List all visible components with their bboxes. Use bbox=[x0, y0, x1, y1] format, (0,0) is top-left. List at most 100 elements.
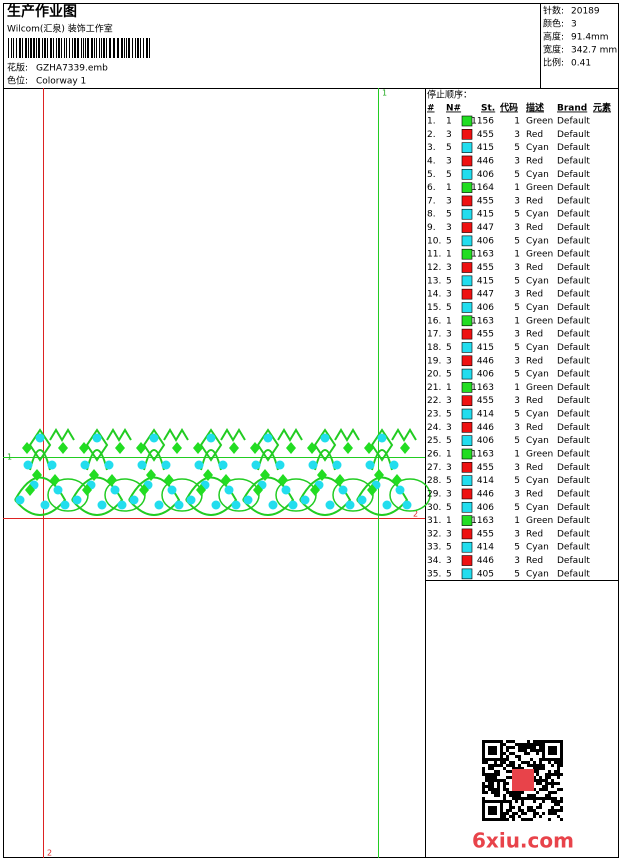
color-swatch bbox=[461, 115, 473, 127]
code: 3 bbox=[514, 330, 520, 340]
qr-cell bbox=[482, 755, 485, 758]
qr-cell bbox=[536, 752, 539, 755]
color-swatch bbox=[461, 501, 473, 513]
qr-cell bbox=[533, 812, 536, 815]
leaf bbox=[310, 484, 320, 496]
needle: 3 bbox=[446, 196, 452, 206]
qr-cell bbox=[509, 764, 512, 767]
qr-cell bbox=[482, 809, 485, 812]
brand: Default bbox=[557, 463, 590, 473]
qr-cell bbox=[500, 803, 503, 806]
qr-cell bbox=[512, 794, 515, 797]
qr-cell bbox=[545, 740, 548, 743]
leaf bbox=[172, 442, 182, 454]
needle: 5 bbox=[446, 476, 452, 486]
qr-cell bbox=[557, 788, 560, 791]
qr-cell bbox=[560, 740, 563, 743]
brand: Default bbox=[557, 503, 590, 513]
qr-cell bbox=[524, 743, 527, 746]
qr-cell bbox=[491, 776, 494, 779]
color-swatch bbox=[461, 382, 473, 393]
qr-cell bbox=[518, 815, 521, 818]
qr-cell bbox=[497, 770, 500, 773]
bead bbox=[15, 495, 25, 505]
qr-cell bbox=[512, 806, 515, 809]
qr-cell bbox=[548, 773, 551, 776]
qr-cell bbox=[503, 782, 506, 785]
stat-value: 3 bbox=[571, 20, 577, 30]
stitches: 414 bbox=[477, 476, 494, 486]
bar-stripe bbox=[99, 38, 100, 58]
qr-cell bbox=[485, 800, 488, 803]
qr-cell bbox=[557, 740, 560, 743]
bar-stripe bbox=[36, 38, 37, 58]
leaf bbox=[317, 469, 327, 481]
qr-cell bbox=[551, 782, 554, 785]
description: Cyan bbox=[526, 343, 549, 353]
bar-stripe bbox=[61, 38, 62, 58]
qr-cell bbox=[539, 782, 542, 785]
needle: 3 bbox=[446, 263, 452, 273]
qr-cell bbox=[506, 818, 509, 821]
qr-cell bbox=[551, 749, 554, 752]
stat-label: 颜色: bbox=[543, 18, 564, 30]
stitches: 406 bbox=[477, 370, 494, 380]
row-number: 11. bbox=[427, 250, 441, 260]
bead bbox=[389, 460, 399, 470]
leaf bbox=[229, 442, 239, 454]
qr-cell bbox=[494, 770, 497, 773]
qr-cell bbox=[551, 809, 554, 812]
qr-cell bbox=[488, 779, 491, 782]
bead bbox=[338, 485, 348, 495]
qr-cell bbox=[494, 779, 497, 782]
qr-cell bbox=[533, 770, 536, 773]
brand: Default bbox=[557, 143, 590, 153]
qr-cell bbox=[539, 788, 542, 791]
stitches: 1163 bbox=[471, 383, 494, 393]
stitches: 1156 bbox=[471, 117, 494, 127]
bead bbox=[137, 460, 147, 470]
color-swatch bbox=[461, 408, 473, 420]
qr-cell bbox=[554, 800, 557, 803]
qr-cell bbox=[551, 779, 554, 782]
qr-cell bbox=[521, 767, 524, 770]
qr-cell bbox=[542, 752, 545, 755]
qr-cell bbox=[557, 761, 560, 764]
qr-cell bbox=[557, 770, 560, 773]
qr-cell bbox=[512, 761, 515, 764]
needle: 5 bbox=[446, 276, 452, 286]
watermark: 6xiu.com bbox=[472, 829, 574, 853]
qr-cell bbox=[482, 815, 485, 818]
code: 1 bbox=[514, 250, 520, 260]
brand: Default bbox=[557, 489, 590, 499]
qr-cell bbox=[521, 812, 524, 815]
brand: Default bbox=[557, 276, 590, 286]
qr-cell bbox=[509, 800, 512, 803]
qr-cell bbox=[503, 812, 506, 815]
qr-cell bbox=[539, 761, 542, 764]
color-swatch bbox=[461, 142, 473, 153]
row-number: 22. bbox=[427, 396, 441, 406]
row-number: 35. bbox=[427, 569, 441, 579]
color-swatch bbox=[461, 475, 473, 486]
qr-cell bbox=[551, 797, 554, 800]
qr-cell bbox=[503, 800, 506, 803]
lace-loop bbox=[161, 478, 203, 512]
description: Cyan bbox=[526, 569, 549, 579]
qr-cell bbox=[548, 782, 551, 785]
qr-cell bbox=[551, 806, 554, 809]
qr-cell bbox=[482, 743, 485, 746]
qr-cell bbox=[518, 767, 521, 770]
row-number: 30. bbox=[427, 503, 441, 513]
row-number: 24. bbox=[427, 423, 441, 433]
bar-stripe bbox=[66, 38, 67, 58]
qr-cell bbox=[542, 758, 545, 761]
qr-cell bbox=[536, 749, 539, 752]
row-number: 15. bbox=[427, 303, 441, 313]
qr-cell bbox=[533, 749, 536, 752]
brand: Default bbox=[557, 383, 590, 393]
brand: Default bbox=[557, 356, 590, 366]
qr-cell bbox=[485, 818, 488, 821]
color-swatch bbox=[461, 568, 473, 580]
stat-label: 高度: bbox=[543, 31, 564, 43]
